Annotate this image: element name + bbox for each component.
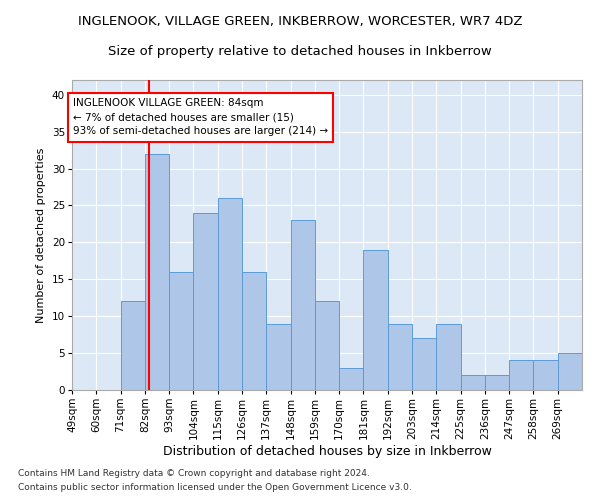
Bar: [558, 353, 582, 390]
X-axis label: Distribution of detached houses by size in Inkberrow: Distribution of detached houses by size …: [163, 444, 491, 458]
Bar: [436, 324, 461, 390]
Text: Contains HM Land Registry data © Crown copyright and database right 2024.: Contains HM Land Registry data © Crown c…: [18, 468, 370, 477]
Bar: [388, 324, 412, 390]
Bar: [266, 324, 290, 390]
Y-axis label: Number of detached properties: Number of detached properties: [36, 148, 46, 322]
Bar: [461, 375, 485, 390]
Bar: [242, 272, 266, 390]
Bar: [145, 154, 169, 390]
Bar: [169, 272, 193, 390]
Bar: [218, 198, 242, 390]
Text: INGLENOOK, VILLAGE GREEN, INKBERROW, WORCESTER, WR7 4DZ: INGLENOOK, VILLAGE GREEN, INKBERROW, WOR…: [78, 15, 522, 28]
Bar: [412, 338, 436, 390]
Bar: [509, 360, 533, 390]
Text: INGLENOOK VILLAGE GREEN: 84sqm
← 7% of detached houses are smaller (15)
93% of s: INGLENOOK VILLAGE GREEN: 84sqm ← 7% of d…: [73, 98, 328, 136]
Bar: [485, 375, 509, 390]
Bar: [121, 302, 145, 390]
Bar: [533, 360, 558, 390]
Bar: [364, 250, 388, 390]
Bar: [290, 220, 315, 390]
Bar: [339, 368, 364, 390]
Text: Contains public sector information licensed under the Open Government Licence v3: Contains public sector information licen…: [18, 484, 412, 492]
Bar: [315, 302, 339, 390]
Text: Size of property relative to detached houses in Inkberrow: Size of property relative to detached ho…: [108, 45, 492, 58]
Bar: [193, 213, 218, 390]
